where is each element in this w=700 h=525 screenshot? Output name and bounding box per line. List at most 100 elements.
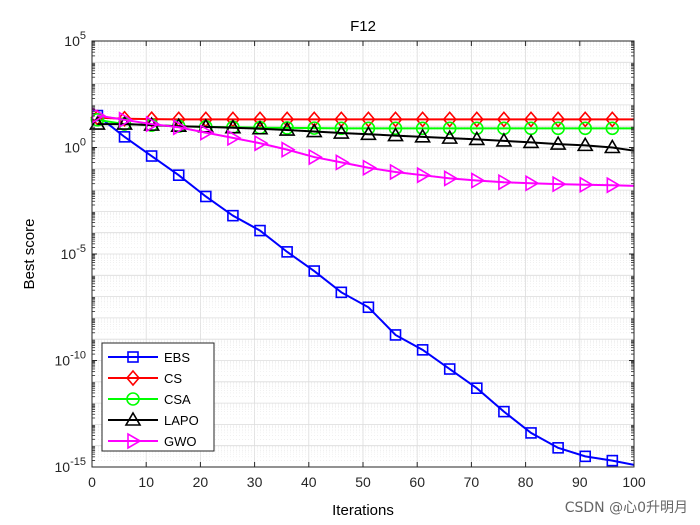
data-point-lapo	[603, 138, 621, 154]
x-tick-label: 60	[409, 474, 425, 490]
ticks: 0 10 20 30 40 50 60 70 80 90 100 10-15 10-10 10-5 100 1…	[55, 30, 646, 490]
data-point-ebs	[552, 442, 564, 454]
data-point-gwo	[525, 174, 540, 192]
data-point-cs	[578, 111, 593, 128]
data-point-lapo	[332, 124, 350, 139]
legend-swatch-marker	[127, 351, 139, 363]
legend-label: GWO	[164, 434, 197, 449]
series-gwo	[91, 107, 635, 194]
data-point-lapo	[89, 115, 106, 130]
data-point-ebs	[145, 150, 158, 162]
x-tick-label: 70	[464, 474, 480, 490]
legend-swatch-marker	[124, 411, 142, 426]
data-point-ebs	[471, 382, 483, 394]
data-point-gwo	[227, 129, 242, 147]
data-point-ebs	[606, 454, 619, 467]
legend-item-ebs: EBS	[108, 350, 190, 365]
data-point-cs	[388, 111, 403, 128]
x-tick-label: 10	[138, 474, 154, 490]
x-tick-label: 40	[301, 474, 317, 490]
data-point-csa	[415, 121, 430, 136]
data-point-ebs	[389, 329, 402, 341]
data-point-gwo	[606, 176, 621, 194]
data-point-csa	[90, 113, 105, 127]
data-point-gwo	[254, 134, 269, 152]
data-point-ebs	[525, 427, 537, 439]
legend-label: LAPO	[164, 413, 199, 428]
data-point-csa	[470, 121, 484, 136]
series-line-cs	[97, 116, 634, 121]
data-point-cs	[252, 111, 268, 128]
data-point-csa	[551, 121, 565, 136]
data-point-csa	[442, 121, 457, 136]
data-point-ebs	[172, 169, 185, 181]
legend-swatch-marker	[125, 369, 141, 387]
x-tick-label: 80	[518, 474, 534, 490]
data-point-gwo	[362, 159, 378, 177]
data-point-cs	[551, 111, 566, 128]
watermark: CSDN @心0升明月	[564, 500, 688, 516]
data-point-ebs	[308, 265, 321, 277]
data-point-cs	[280, 111, 295, 128]
series-ebs	[91, 109, 635, 467]
data-point-ebs	[335, 286, 348, 299]
data-point-cs	[117, 110, 132, 127]
y-tick-label: 10-15	[55, 456, 86, 475]
legend-label: EBS	[164, 350, 190, 365]
y-tick-label: 105	[64, 30, 86, 49]
series-line-ebs	[96, 114, 635, 466]
data-point-csa	[307, 121, 322, 135]
x-tick-label: 0	[88, 474, 96, 490]
data-point-lapo	[495, 132, 513, 147]
data-point-ebs	[254, 224, 266, 237]
data-point-lapo	[576, 136, 594, 152]
data-point-lapo	[549, 135, 567, 150]
data-point-ebs	[281, 246, 293, 258]
data-point-ebs	[200, 190, 212, 203]
data-point-cs	[469, 111, 484, 128]
data-point-gwo	[145, 115, 161, 133]
data-point-gwo	[579, 176, 594, 194]
data-point-lapo	[468, 130, 486, 146]
data-point-ebs	[443, 363, 456, 375]
y-tick-label: 100	[64, 137, 86, 156]
x-tick-label: 30	[247, 474, 263, 490]
data-point-lapo	[522, 133, 540, 149]
y-axis-label: Best score	[21, 219, 38, 290]
data-point-lapo	[116, 115, 133, 130]
data-point-cs	[605, 111, 620, 128]
data-point-csa	[334, 121, 349, 136]
data-point-gwo	[471, 172, 486, 189]
data-point-lapo	[387, 126, 404, 142]
chart-title: F12	[350, 18, 376, 35]
data-point-csa	[605, 121, 620, 136]
y-tick-label: 10-10	[55, 350, 86, 369]
legend-item-gwo: GWO	[108, 432, 197, 450]
x-tick-label: 90	[572, 474, 588, 490]
legend-item-csa: CSA	[108, 392, 191, 407]
data-point-gwo	[118, 111, 134, 129]
legend-label: CS	[164, 371, 182, 386]
series-line-lapo	[97, 123, 635, 152]
data-point-csa	[388, 121, 403, 136]
series-lapo	[89, 115, 635, 154]
legend-swatch-marker	[126, 392, 140, 406]
data-point-lapo	[441, 129, 459, 144]
data-point-cs	[442, 111, 457, 128]
data-point-gwo	[172, 118, 188, 136]
data-point-cs	[307, 111, 322, 128]
data-point-gwo	[416, 166, 432, 184]
data-point-cs	[496, 111, 511, 128]
legend-box	[101, 342, 215, 452]
x-tick-label: 20	[193, 474, 209, 490]
data-point-lapo	[278, 121, 296, 136]
data-point-ebs	[227, 209, 239, 222]
data-point-lapo	[251, 120, 269, 135]
series-line-gwo	[97, 114, 635, 187]
data-point-gwo	[498, 173, 513, 191]
data-point-ebs	[118, 131, 131, 143]
data-point-gwo	[281, 141, 296, 159]
data-point-ebs	[362, 301, 375, 314]
x-tick-label: 100	[622, 474, 646, 490]
